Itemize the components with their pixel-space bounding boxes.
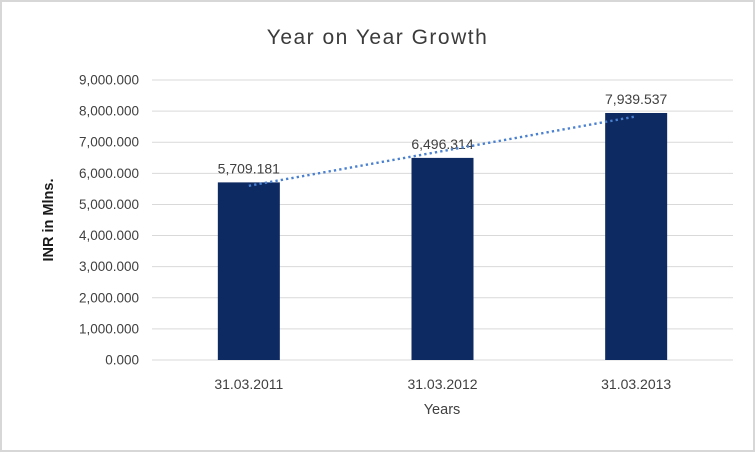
x-axis-title: Years: [423, 402, 461, 418]
x-category-label: 31.03.2012: [407, 376, 477, 392]
bar: [411, 157, 474, 360]
trendline: [248, 115, 637, 187]
y-tick-label: 8,000.000: [79, 104, 139, 119]
bar-data-label: 6,496.314: [411, 136, 473, 152]
y-tick-label: 3,000.000: [79, 259, 139, 274]
x-category-label: 31.03.2011: [214, 376, 283, 392]
y-tick-label: 6,000.000: [79, 166, 139, 181]
y-tick-label: 0.000: [105, 353, 139, 368]
y-tick-label: 1,000.000: [79, 321, 139, 336]
bar-data-label: 5,709.181: [218, 160, 280, 176]
x-category-label: 31.03.2013: [601, 376, 671, 392]
y-tick-label: 2,000.000: [79, 290, 139, 305]
bar: [217, 182, 280, 360]
y-tick-label: 4,000.000: [79, 228, 139, 243]
y-tick-label: 9,000.000: [79, 73, 139, 88]
chart-title: Year on Year Growth: [266, 26, 489, 49]
bar-data-label: 7,939.537: [605, 91, 667, 107]
y-tick-label: 5,000.000: [79, 197, 139, 212]
bar: [605, 112, 668, 360]
y-tick-label: 7,000.000: [79, 135, 139, 150]
